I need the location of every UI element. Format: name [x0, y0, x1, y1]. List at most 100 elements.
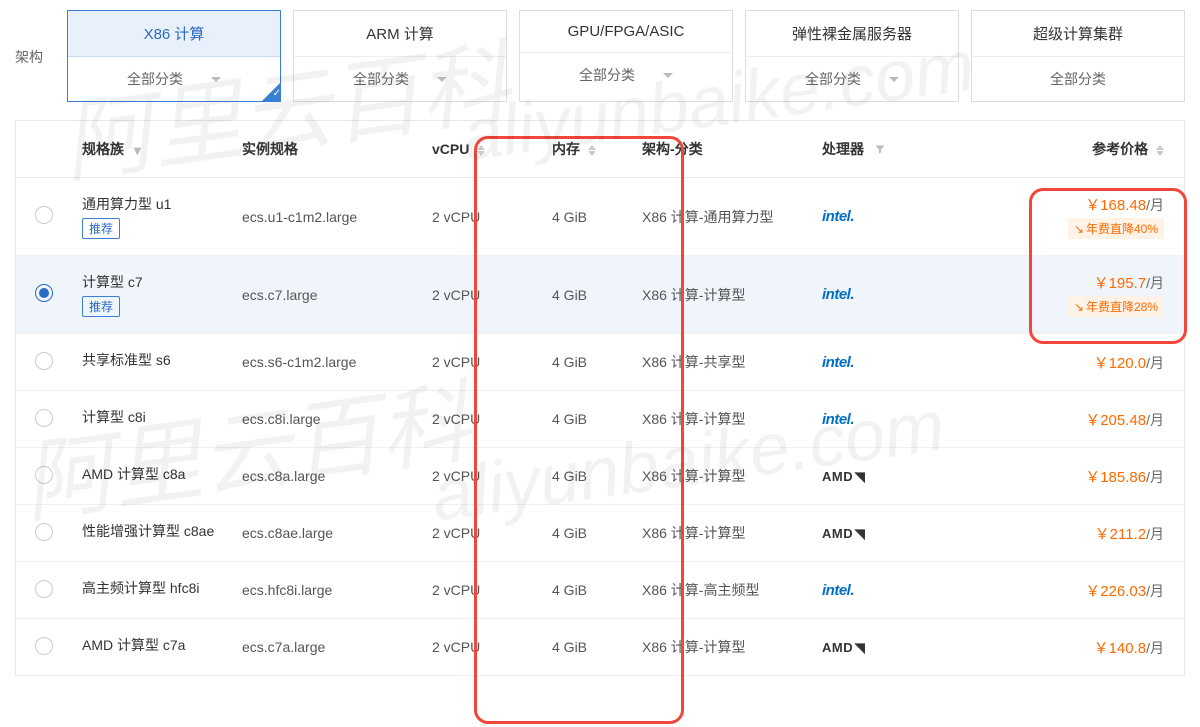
- table-row[interactable]: 计算型 c7推荐ecs.c7.large2 vCPU4 GiBX86 计算-计算…: [16, 256, 1184, 334]
- price-cell: ￥120.0/月: [932, 334, 1184, 391]
- arch-tab-category[interactable]: 全部分类: [746, 56, 958, 101]
- table-body: 通用算力型 u1推荐ecs.u1-c1m2.large2 vCPU4 GiBX8…: [16, 178, 1184, 676]
- sort-icon[interactable]: [477, 145, 485, 156]
- arch-tab-group: X86 计算全部分类ARM 计算全部分类GPU/FPGA/ASIC全部分类弹性裸…: [67, 10, 1185, 102]
- arch-label: 架构: [15, 10, 55, 102]
- table-header-row: 规格族 ▾ 实例规格 vCPU 内存 架构-分类 处理器: [16, 121, 1184, 178]
- vcpu-value: 2 vCPU: [422, 619, 542, 676]
- arch-tab-category-label: 全部分类: [1050, 69, 1106, 89]
- col-arch-label: 架构-分类: [642, 141, 703, 157]
- chevron-down-icon[interactable]: ▾: [134, 142, 141, 159]
- arch-category: X86 计算-计算型: [632, 505, 812, 562]
- price-value: ￥140.8: [1094, 640, 1147, 657]
- chevron-down-icon: [211, 77, 221, 82]
- arch-category: X86 计算-计算型: [632, 391, 812, 448]
- memory-value: 4 GiB: [542, 619, 632, 676]
- instance-spec: ecs.c8i.large: [232, 391, 422, 448]
- cpu-vendor: AMD ◥: [812, 619, 932, 676]
- vcpu-value: 2 vCPU: [422, 256, 542, 334]
- price-cell: ￥205.48/月: [932, 391, 1184, 448]
- col-vcpu-label: vCPU: [432, 141, 469, 157]
- arch-tab[interactable]: 弹性裸金属服务器全部分类: [745, 10, 959, 102]
- table-row[interactable]: 共享标准型 s6ecs.s6-c1m2.large2 vCPU4 GiBX86 …: [16, 334, 1184, 391]
- arch-tab-category-label: 全部分类: [353, 69, 409, 89]
- check-icon: [262, 83, 280, 101]
- price-value: ￥211.2: [1095, 526, 1146, 543]
- arch-tab[interactable]: ARM 计算全部分类: [293, 10, 507, 102]
- chevron-down-icon: [889, 77, 899, 82]
- arch-tab-category[interactable]: 全部分类: [294, 56, 506, 101]
- col-family[interactable]: 规格族 ▾: [72, 121, 232, 178]
- cpu-vendor: intel.: [812, 178, 932, 256]
- amd-logo: AMD ◥: [822, 526, 865, 541]
- arch-tab-category[interactable]: 全部分类: [520, 52, 732, 97]
- arch-tab-category[interactable]: 全部分类: [972, 56, 1184, 101]
- row-radio[interactable]: [35, 352, 53, 370]
- intel-logo: intel.: [822, 286, 854, 303]
- trend-down-icon: ↘: [1074, 222, 1084, 236]
- amd-logo: AMD ◥: [822, 469, 865, 484]
- col-vcpu[interactable]: vCPU: [422, 121, 542, 178]
- memory-value: 4 GiB: [542, 562, 632, 619]
- arch-tab[interactable]: 超级计算集群全部分类: [971, 10, 1185, 102]
- family-name: AMD 计算型 c7a: [82, 635, 222, 655]
- sort-icon[interactable]: [588, 145, 596, 156]
- col-price[interactable]: 参考价格: [932, 121, 1184, 178]
- arch-tab[interactable]: GPU/FPGA/ASIC全部分类: [519, 10, 733, 102]
- col-spec-label: 实例规格: [242, 141, 298, 157]
- col-mem[interactable]: 内存: [542, 121, 632, 178]
- row-radio[interactable]: [35, 466, 53, 484]
- row-radio[interactable]: [35, 409, 53, 427]
- price-value: ￥195.7: [1094, 275, 1147, 292]
- table-row[interactable]: AMD 计算型 c8aecs.c8a.large2 vCPU4 GiBX86 计…: [16, 448, 1184, 505]
- price-cell: ￥185.86/月: [932, 448, 1184, 505]
- instance-spec: ecs.c7a.large: [232, 619, 422, 676]
- price-unit: /月: [1146, 469, 1164, 485]
- row-radio[interactable]: [35, 523, 53, 541]
- memory-value: 4 GiB: [542, 334, 632, 391]
- price-cell: ￥168.48/月↘年费直降40%: [932, 178, 1184, 256]
- price-unit: /月: [1146, 355, 1164, 371]
- table-row[interactable]: 通用算力型 u1推荐ecs.u1-c1m2.large2 vCPU4 GiBX8…: [16, 178, 1184, 256]
- recommend-badge: 推荐: [82, 218, 120, 239]
- row-radio[interactable]: [35, 580, 53, 598]
- memory-value: 4 GiB: [542, 178, 632, 256]
- price-unit: /月: [1146, 412, 1164, 428]
- price-cell: ￥226.03/月: [932, 562, 1184, 619]
- vcpu-value: 2 vCPU: [422, 391, 542, 448]
- col-select: [16, 121, 72, 178]
- row-radio[interactable]: [35, 637, 53, 655]
- row-radio[interactable]: [35, 284, 53, 302]
- col-cpu-label: 处理器: [822, 141, 864, 157]
- arch-tab-category[interactable]: 全部分类: [68, 56, 280, 101]
- discount-text: 年费直降28%: [1086, 298, 1158, 315]
- arch-tab-name: 超级计算集群: [972, 11, 1184, 56]
- chevron-down-icon: [663, 73, 673, 78]
- col-cpu[interactable]: 处理器: [812, 121, 932, 178]
- table-row[interactable]: 高主频计算型 hfc8iecs.hfc8i.large2 vCPU4 GiBX8…: [16, 562, 1184, 619]
- vcpu-value: 2 vCPU: [422, 562, 542, 619]
- discount-badge: ↘年费直降28%: [1068, 296, 1164, 317]
- amd-logo: AMD ◥: [822, 640, 865, 655]
- arch-tab[interactable]: X86 计算全部分类: [67, 10, 281, 102]
- row-radio[interactable]: [35, 206, 53, 224]
- arch-tab-category-label: 全部分类: [127, 69, 183, 89]
- cpu-vendor: intel.: [812, 256, 932, 334]
- instance-spec: ecs.hfc8i.large: [232, 562, 422, 619]
- memory-value: 4 GiB: [542, 391, 632, 448]
- table-row[interactable]: AMD 计算型 c7aecs.c7a.large2 vCPU4 GiBX86 计…: [16, 619, 1184, 676]
- intel-logo: intel.: [822, 208, 854, 225]
- family-name: 共享标准型 s6: [82, 350, 222, 370]
- table-row[interactable]: 性能增强计算型 c8aeecs.c8ae.large2 vCPU4 GiBX86…: [16, 505, 1184, 562]
- vcpu-value: 2 vCPU: [422, 448, 542, 505]
- arch-category: X86 计算-共享型: [632, 334, 812, 391]
- arch-tab-name: 弹性裸金属服务器: [746, 11, 958, 56]
- cpu-vendor: AMD ◥: [812, 448, 932, 505]
- recommend-badge: 推荐: [82, 296, 120, 317]
- table-row[interactable]: 计算型 c8iecs.c8i.large2 vCPU4 GiBX86 计算-计算…: [16, 391, 1184, 448]
- filter-icon[interactable]: [874, 142, 886, 158]
- family-name: 通用算力型 u1: [82, 194, 222, 214]
- family-name: AMD 计算型 c8a: [82, 464, 222, 484]
- sort-icon[interactable]: [1156, 145, 1164, 156]
- arch-tab-category-label: 全部分类: [579, 65, 635, 85]
